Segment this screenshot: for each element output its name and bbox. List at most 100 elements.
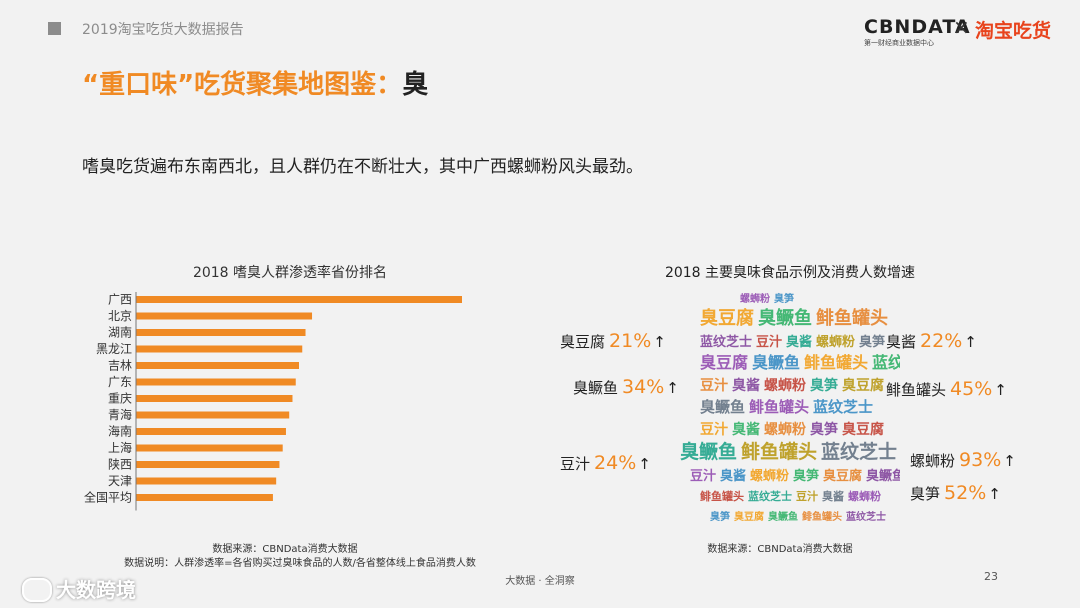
- cloud-word: 鲱鱼罐头: [700, 489, 744, 503]
- food-growth-rate: 93%: [959, 449, 1002, 471]
- cloud-word: 蓝纹芝士: [748, 489, 792, 503]
- food-growth-rate: 22%: [920, 330, 963, 352]
- cloud-word: 豆汁: [700, 421, 728, 438]
- food-growth-item: 臭笋 52% ↑: [910, 482, 1001, 504]
- food-growth-item: 鲱鱼罐头 45% ↑: [886, 378, 1007, 400]
- food-growth-rate: 21%: [609, 330, 652, 352]
- food-name: 臭酱: [886, 333, 917, 351]
- cloud-word: 臭豆腐: [842, 421, 884, 438]
- cloud-word: 蓝纹芝士: [846, 510, 886, 523]
- brand-name: 大数跨境: [56, 578, 136, 602]
- cloud-word: 螺蛳粉: [740, 292, 770, 305]
- brand-logo-icon: [22, 578, 52, 602]
- cloud-word: 臭鳜鱼: [866, 468, 900, 484]
- up-arrow-icon: ↑: [666, 379, 679, 397]
- cloud-word: 螺蛳粉: [764, 421, 806, 438]
- logo-separator: ×: [953, 15, 970, 39]
- up-arrow-icon: ↑: [638, 455, 651, 473]
- bar-2: [136, 329, 306, 336]
- cloud-word: 臭酱: [732, 377, 760, 394]
- food-name: 臭豆腐: [560, 333, 606, 351]
- food-name: 螺蛳粉: [910, 452, 956, 470]
- cloud-word: 臭笋: [710, 510, 730, 523]
- cloud-word: 臭豆腐: [700, 307, 754, 329]
- bar-8: [136, 428, 286, 435]
- bar-1: [136, 312, 313, 320]
- bar-label-6: 重庆: [108, 392, 132, 406]
- food-growth-item: 豆汁 24% ↑: [560, 452, 651, 474]
- food-growth-item: 臭鳜鱼 34% ↑: [573, 376, 679, 398]
- cloud-word: 螺蛳粉: [764, 377, 806, 394]
- cloud-word: 鲱鱼罐头: [816, 307, 888, 329]
- bar-label-1: 北京: [108, 309, 132, 323]
- bar-label-0: 广西: [108, 293, 132, 307]
- right-panel-title: 2018 主要臭味食品示例及消费人数增速: [664, 265, 916, 281]
- cloud-word: 豆汁: [756, 334, 782, 350]
- cloud-word: 臭酱: [720, 468, 746, 484]
- bar-6: [136, 395, 293, 402]
- bar-9: [136, 444, 283, 452]
- up-arrow-icon: ↑: [1003, 452, 1016, 470]
- cloud-word: 蓝纹芝士: [872, 353, 900, 372]
- bar-chart-title: 2018 嗜臭人群渗透率省份排名: [192, 265, 388, 281]
- bar-10: [136, 461, 280, 468]
- page-number: 23: [984, 570, 998, 583]
- cloud-word: 臭鳜鱼: [680, 440, 737, 463]
- bar-label-2: 湖南: [108, 325, 132, 340]
- up-arrow-icon: ↑: [964, 333, 977, 351]
- cloud-word: 臭笋: [810, 421, 838, 438]
- bar-label-5: 广东: [108, 375, 132, 389]
- cloud-word: 臭豆腐: [734, 510, 764, 523]
- cloud-word: 臭鳜鱼: [752, 353, 800, 372]
- food-name: 臭鳜鱼: [573, 379, 619, 397]
- cloud-word: 鲱鱼罐头: [741, 440, 817, 463]
- food-growth-rate: 52%: [944, 482, 987, 504]
- cloud-word: 臭鳜鱼: [768, 510, 798, 523]
- up-arrow-icon: ↑: [988, 485, 1001, 503]
- cloud-word: 豆汁: [796, 489, 818, 503]
- food-name: 鲱鱼罐头: [886, 381, 947, 399]
- food-growth-rate: 45%: [950, 378, 993, 400]
- footer-tagline: 大数据 · 全洞察: [505, 576, 575, 587]
- cloud-word: 螺蛳粉: [816, 334, 855, 350]
- cloud-word: 臭酱: [732, 421, 760, 438]
- bar-label-11: 天津: [108, 474, 132, 488]
- cloud-word: 臭豆腐: [700, 353, 748, 372]
- food-growth-rate: 34%: [622, 376, 665, 398]
- bar-label-3: 黑龙江: [96, 342, 132, 356]
- food-growth-item: 臭豆腐 21% ↑: [560, 330, 666, 352]
- bar-5: [136, 378, 296, 386]
- page-title-main: “重口味”吃货聚集地图鉴：: [82, 70, 403, 100]
- cloud-word: 螺蛳粉: [848, 489, 881, 503]
- bar-7: [136, 411, 290, 419]
- cloud-word: 蓝纹芝士: [700, 334, 752, 350]
- cloud-word: 蓝纹芝士: [821, 440, 897, 463]
- cbndata-logo: CBNDATA: [864, 16, 971, 38]
- up-arrow-icon: ↑: [653, 333, 666, 351]
- cloud-word: 鲱鱼罐头: [749, 398, 809, 416]
- header-square-icon: [48, 22, 61, 35]
- cloud-word: 臭笋: [774, 292, 794, 305]
- page-title-tail: 臭: [402, 70, 429, 100]
- cloud-word: 蓝纹芝士: [813, 398, 873, 416]
- cloud-word: 鲱鱼罐头: [804, 353, 868, 372]
- bar-3: [136, 345, 303, 353]
- cloud-word: 臭豆腐: [823, 468, 862, 484]
- bar-label-4: 吉林: [108, 359, 132, 373]
- page-title: “重口味”吃货聚集地图鉴：臭: [82, 64, 428, 101]
- page-subtitle: 嗜臭吃货遍布东南西北，且人群仍在不断壮大，其中广西螺蛳粉风头最劲。: [82, 157, 643, 177]
- cloud-word: 臭鳜鱼: [700, 398, 745, 416]
- food-growth-item: 臭酱 22% ↑: [886, 330, 977, 352]
- left-note: 数据说明：人群渗透率=各省购买过臭味食品的人数/各省整体线上食品消费人数: [124, 558, 476, 569]
- cloud-word: 臭酱: [822, 489, 844, 503]
- cloud-word: 臭鳜鱼: [758, 307, 812, 329]
- bar-12: [136, 494, 273, 501]
- food-growth-item: 螺蛳粉 93% ↑: [910, 449, 1016, 471]
- cloud-word: 鲱鱼罐头: [802, 510, 842, 523]
- bar-0: [136, 296, 462, 303]
- bar-11: [136, 477, 277, 485]
- bar-label-8: 海南: [108, 424, 132, 439]
- bar-4: [136, 362, 299, 369]
- left-source: 数据来源：CBNData消费大数据: [212, 544, 358, 555]
